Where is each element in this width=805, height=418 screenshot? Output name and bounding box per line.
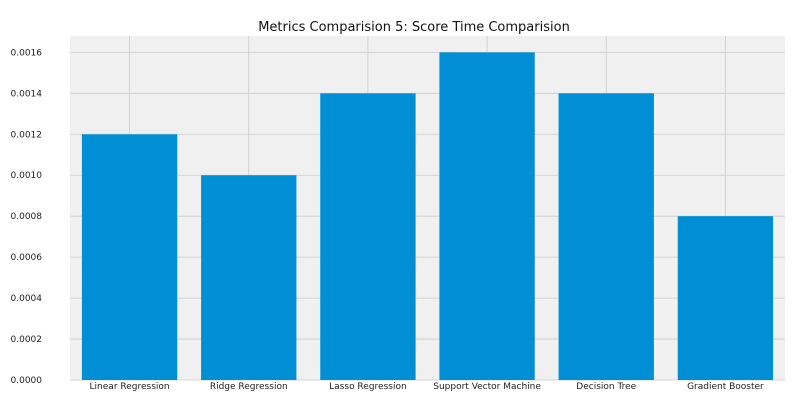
y-tick-label: 0.0000: [11, 376, 43, 386]
bar-support-vector-machine: [439, 52, 535, 380]
y-tick-label: 0.0006: [11, 253, 43, 263]
x-tick-label: Lasso Regression: [329, 382, 407, 392]
x-tick-label: Gradient Booster: [687, 382, 764, 392]
x-axis-tick-labels: Linear Regression Ridge Regression Lasso R…: [90, 382, 764, 392]
y-tick-label: 0.0014: [11, 89, 43, 99]
y-tick-label: 0.0016: [11, 48, 43, 58]
bar-lasso-regression: [320, 93, 416, 380]
y-tick-label: 0.0004: [11, 294, 43, 304]
bar-decision-tree: [558, 93, 654, 380]
x-tick-label: Ridge Regression: [210, 382, 288, 392]
chart-title: Metrics Comparision 5: Score Time Compar…: [258, 20, 570, 35]
y-axis-tick-labels: 0.0000 0.0002 0.0004 0.0006 0.0008 0.0010 0.00…: [11, 48, 43, 386]
x-tick-label: Support Vector Machine: [433, 382, 541, 392]
bars: [81, 52, 774, 380]
y-tick-label: 0.0008: [11, 212, 43, 222]
y-tick-label: 0.0010: [11, 171, 43, 181]
y-tick-label: 0.0012: [11, 130, 43, 140]
bar-linear-regression: [81, 134, 178, 380]
bar-ridge-regression: [201, 175, 297, 380]
bar-gradient-booster: [677, 216, 774, 380]
x-tick-label: Linear Regression: [90, 382, 170, 392]
x-tick-label: Decision Tree: [576, 382, 636, 392]
y-tick-label: 0.0002: [11, 335, 43, 345]
